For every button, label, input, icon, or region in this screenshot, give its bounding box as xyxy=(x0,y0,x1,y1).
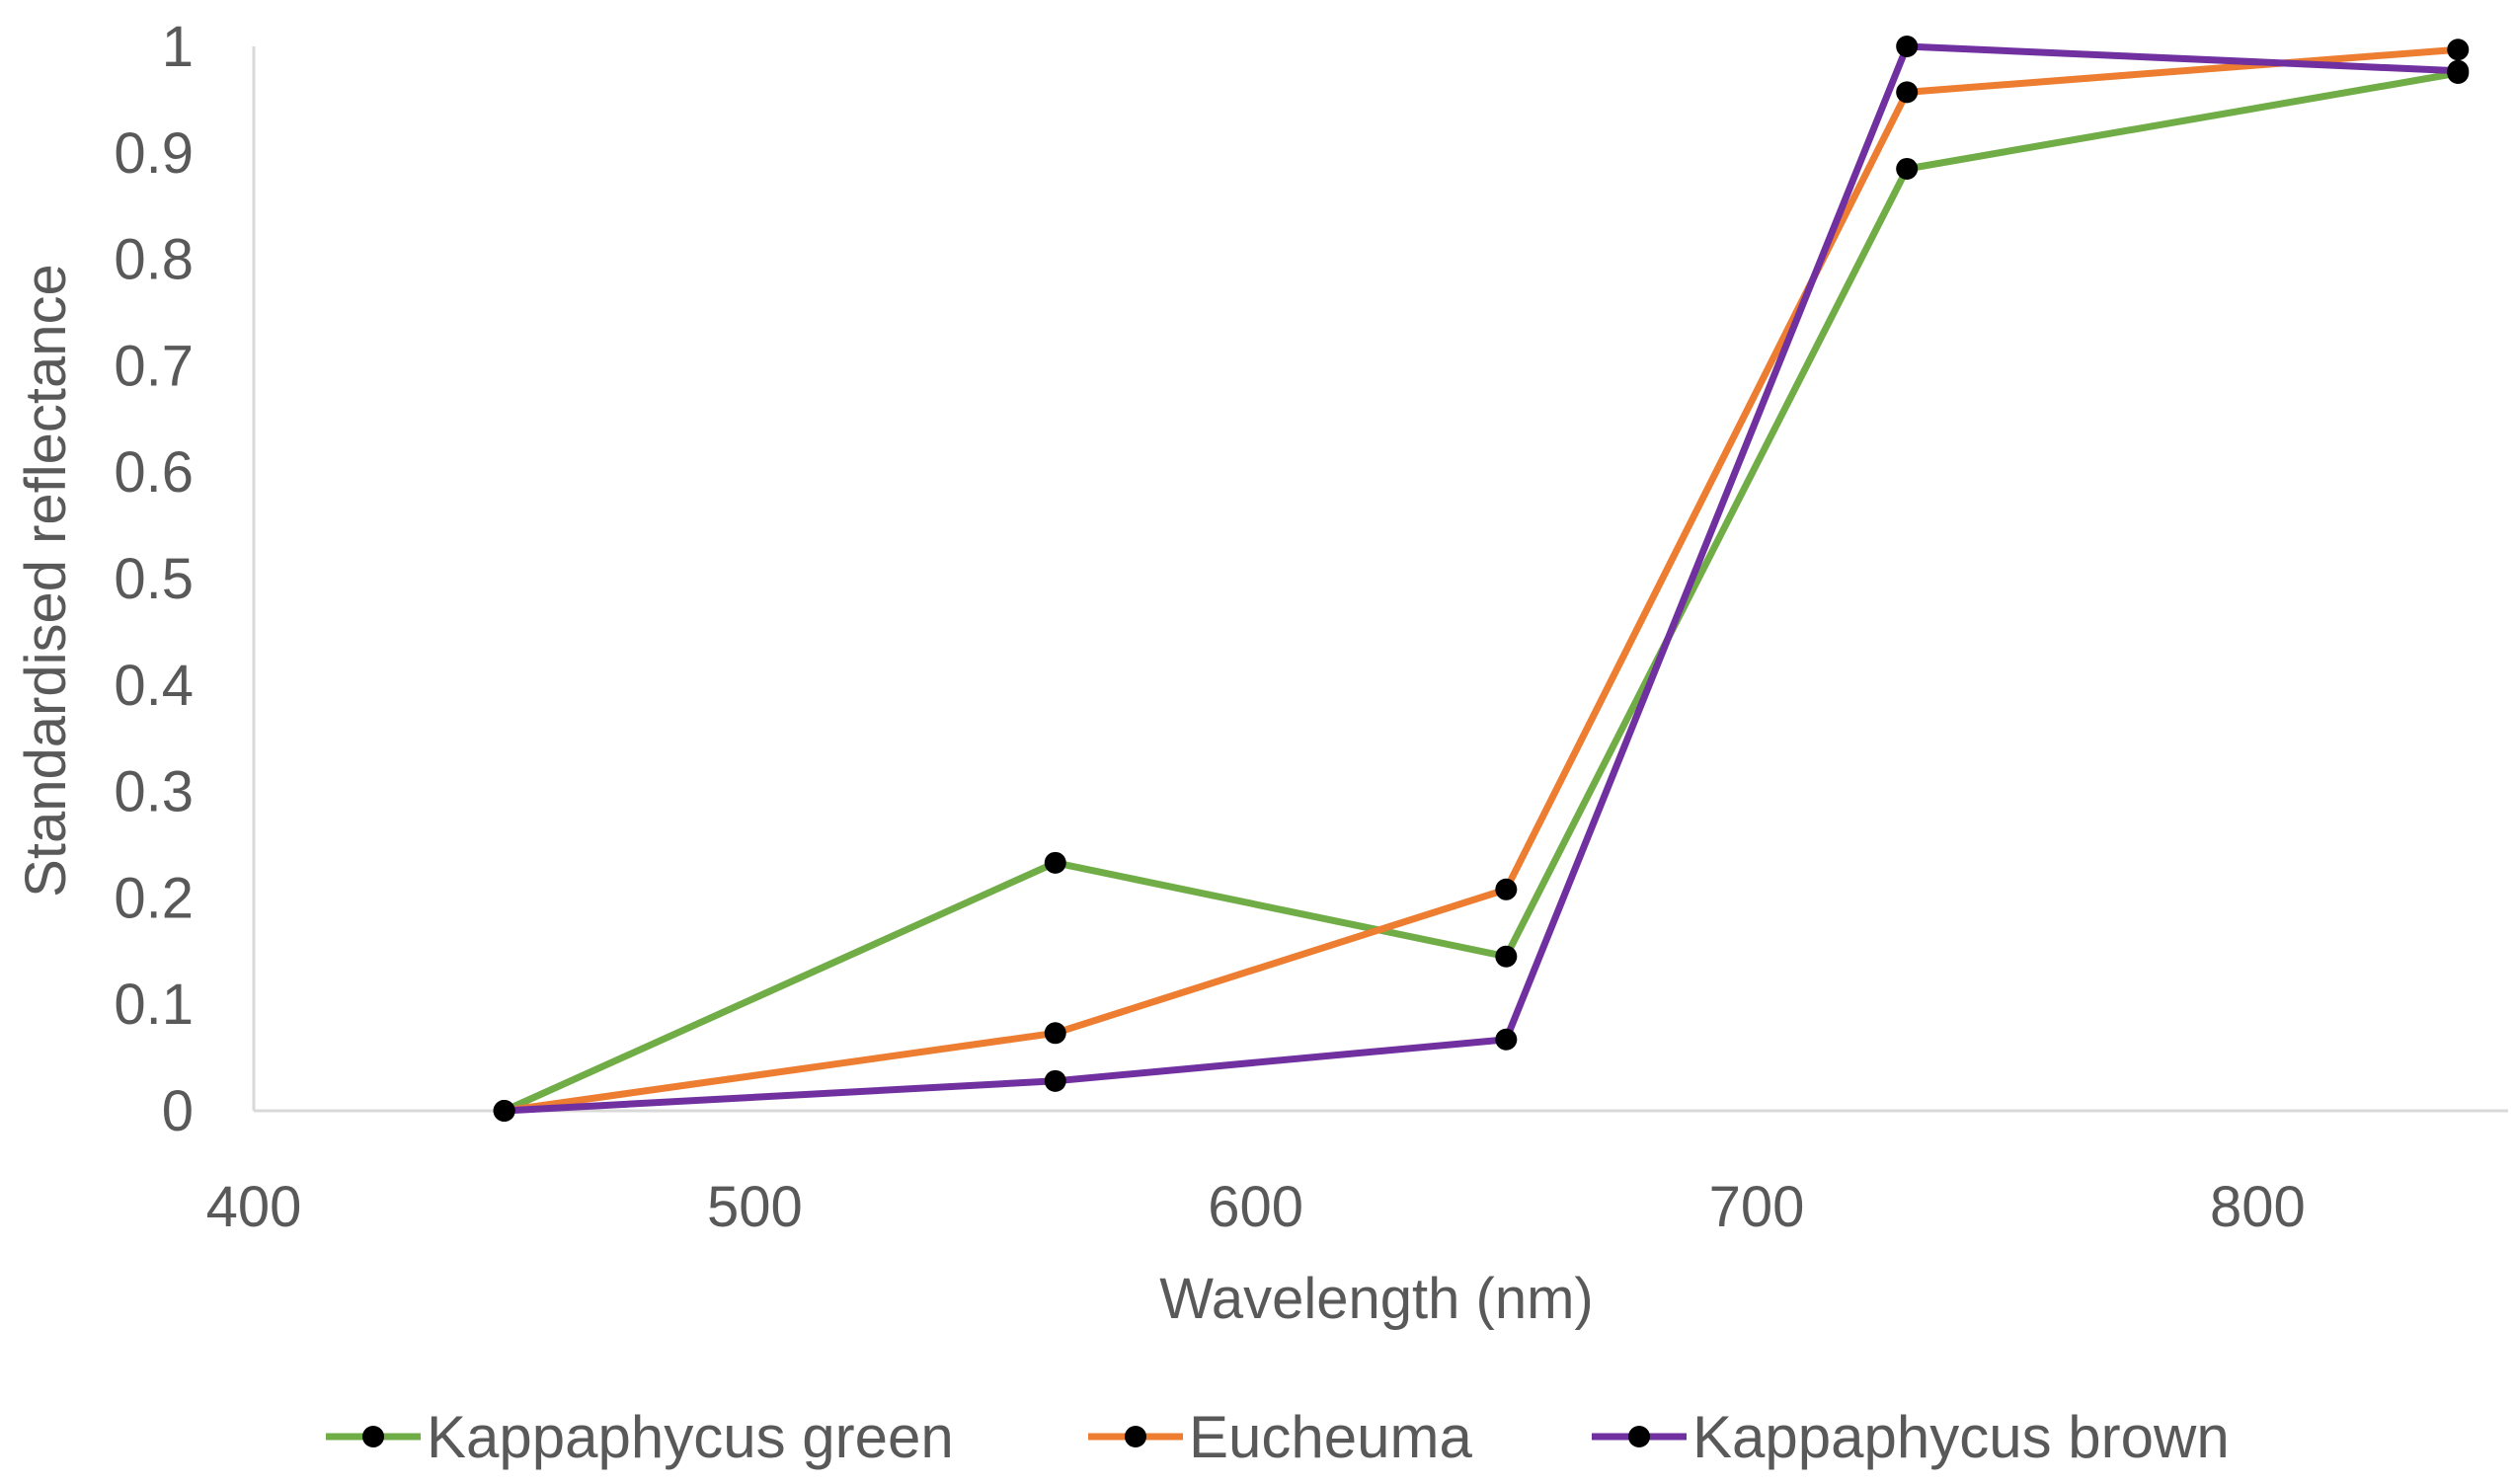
x-tick-label: 800 xyxy=(2210,1175,2306,1239)
y-tick-label: 0.2 xyxy=(114,866,194,930)
x-tick-label: 500 xyxy=(707,1175,803,1239)
series-line-kappaphycus-green xyxy=(501,69,2462,1115)
y-tick-label: 0 xyxy=(162,1079,194,1143)
data-point-kappaphycus-brown xyxy=(1044,1069,1066,1092)
data-point-kappaphycus-green xyxy=(1495,945,1518,968)
data-point-kappaphycus-brown xyxy=(493,1100,515,1122)
y-tick-label: 0.5 xyxy=(114,547,194,611)
data-point-kappaphycus-brown xyxy=(1495,1028,1518,1051)
data-point-eucheuma xyxy=(1044,1022,1066,1045)
axes xyxy=(252,46,2508,1113)
tick-labels: 0 0.1 0.2 0.3 0.4 0.5 0.6 0.7 0.8 0.9 1 400 500 600 70… xyxy=(114,15,2305,1239)
y-tick-label: 0.6 xyxy=(114,440,194,505)
series-lines xyxy=(501,42,2462,1115)
y-tick-label: 0.8 xyxy=(114,228,194,292)
series-markers xyxy=(493,36,2470,1122)
legend-item-eucheuma: Eucheuma xyxy=(1088,1404,1472,1470)
data-point-kappaphycus-brown xyxy=(2447,59,2470,82)
data-point-eucheuma xyxy=(1495,878,1518,900)
legend-item-kappaphycus-brown: Kappaphycus brown xyxy=(1592,1404,2230,1470)
legend-marker-kappaphycus-brown xyxy=(1628,1426,1650,1447)
legend-item-kappaphycus-green: Kappaphycus green xyxy=(326,1404,954,1470)
data-point-kappaphycus-green xyxy=(1044,851,1066,874)
legend-label-kappaphycus-brown: Kappaphycus brown xyxy=(1692,1404,2230,1470)
legend-marker-eucheuma xyxy=(1125,1426,1146,1447)
data-point-kappaphycus-green xyxy=(1896,157,1919,180)
y-tick-label: 1 xyxy=(162,15,194,79)
y-tick-label: 0.1 xyxy=(114,973,194,1037)
y-tick-label: 0.4 xyxy=(114,654,194,718)
y-axis-title-group: Standardised reflectance xyxy=(14,264,78,898)
y-axis-title: Standardised reflectance xyxy=(14,264,78,898)
data-point-eucheuma xyxy=(1896,81,1919,104)
x-axis-title: Wavelength (nm) xyxy=(1159,1267,1593,1331)
y-tick-label: 0.7 xyxy=(114,334,194,398)
data-point-eucheuma xyxy=(2447,39,2470,61)
legend: Kappaphycus green Eucheuma Kappaphycus bro… xyxy=(326,1404,2230,1470)
y-tick-label: 0.3 xyxy=(114,760,194,824)
data-point-kappaphycus-brown xyxy=(1896,36,1919,57)
y-tick-label: 0.9 xyxy=(114,121,194,186)
legend-label-eucheuma: Eucheuma xyxy=(1189,1404,1472,1470)
x-tick-label: 600 xyxy=(1208,1175,1303,1239)
x-tick-label: 700 xyxy=(1709,1175,1805,1239)
x-tick-label: 400 xyxy=(206,1175,302,1239)
legend-label-kappaphycus-green: Kappaphycus green xyxy=(427,1404,954,1470)
legend-marker-kappaphycus-green xyxy=(362,1426,384,1447)
